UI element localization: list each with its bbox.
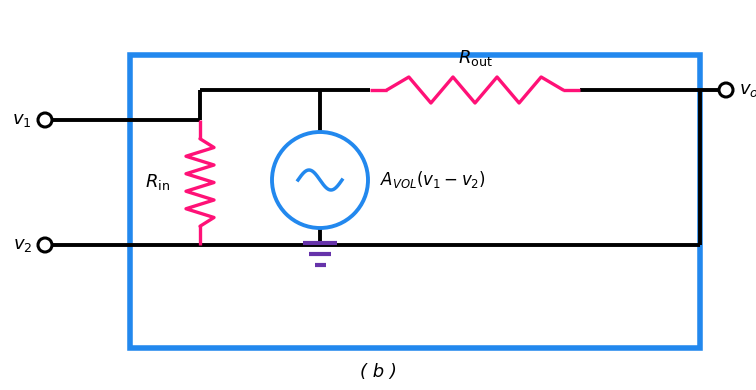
Text: $v_{\mathregular{out}}$: $v_{\mathregular{out}}$ [739, 81, 756, 99]
Bar [130, 55, 700, 348]
Text: $R_{\mathregular{in}}$: $R_{\mathregular{in}}$ [145, 172, 170, 193]
Text: $R_{\mathregular{out}}$: $R_{\mathregular{out}}$ [457, 48, 492, 68]
Text: $A_{VOL}(v_1 - v_2)$: $A_{VOL}(v_1 - v_2)$ [380, 170, 486, 190]
Text: ( b ): ( b ) [360, 363, 396, 381]
Text: $v_1$: $v_1$ [12, 111, 32, 129]
Text: $v_2$: $v_2$ [13, 236, 32, 254]
